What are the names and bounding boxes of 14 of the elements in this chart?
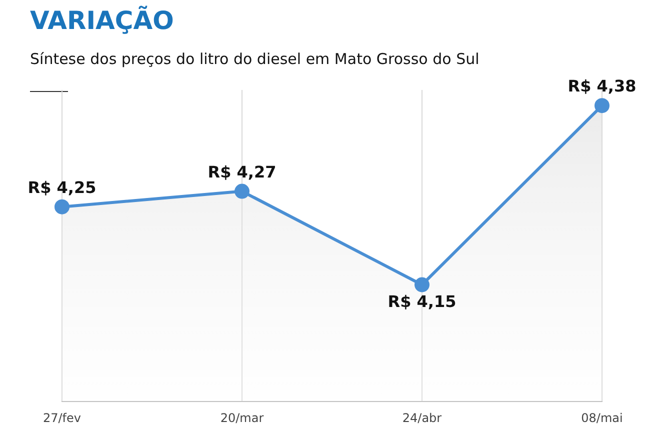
data-label: R$ 4,25: [28, 178, 96, 198]
x-tick-label: 24/abr: [402, 410, 442, 425]
data-label: R$ 4,38: [568, 76, 636, 96]
point: [414, 277, 430, 292]
chart-subtitle: Síntese dos preços do litro do diesel em Mato Grosso do Sul: [30, 50, 480, 68]
x-tick-label: 20/mar: [220, 410, 264, 425]
point: [54, 199, 70, 214]
point: [594, 98, 610, 114]
data-label: R$ 4,27: [208, 162, 276, 182]
point: [234, 184, 250, 199]
x-tick-label: 27/fev: [42, 410, 82, 425]
data-label: R$ 4,15: [388, 292, 456, 311]
x-tick-label: 08/mai: [581, 410, 623, 425]
chart-title: VARIAÇÃO: [30, 6, 174, 35]
